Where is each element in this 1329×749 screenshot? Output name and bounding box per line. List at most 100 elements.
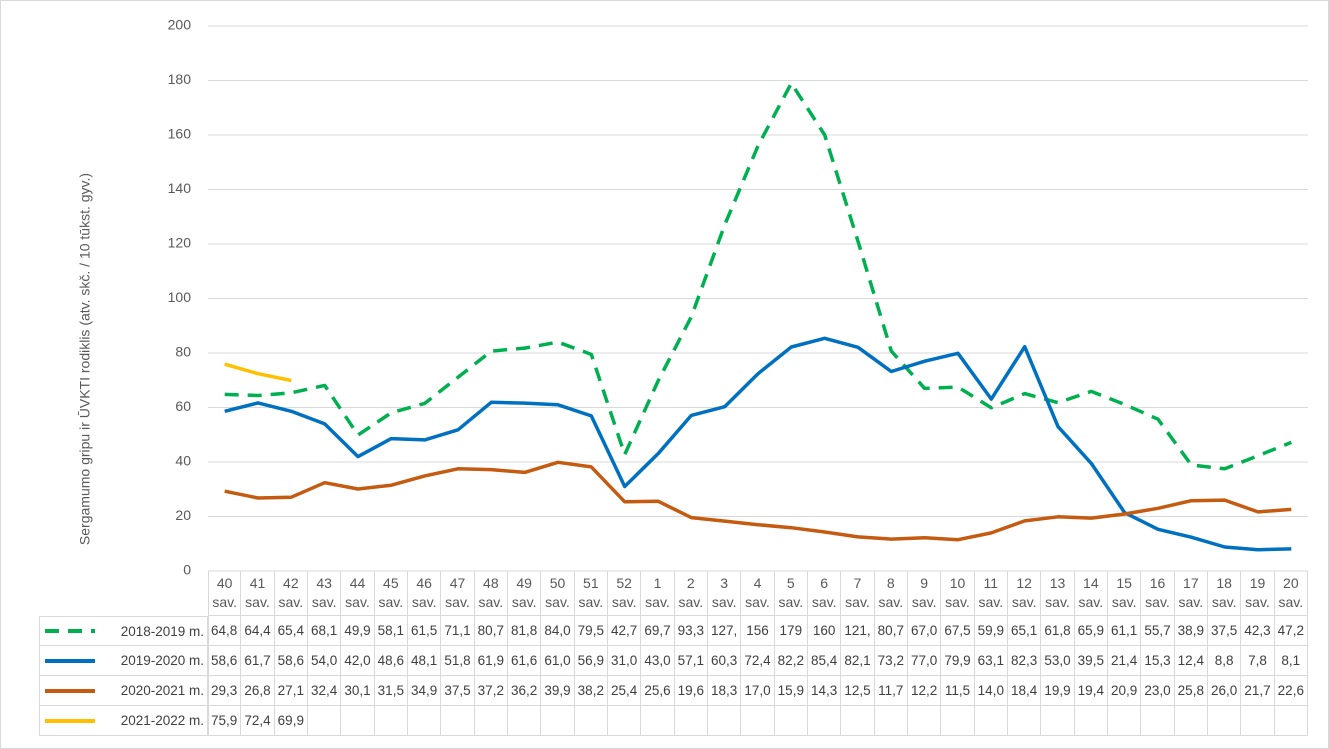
table-value: 39,5 <box>1074 646 1108 676</box>
table-value <box>341 706 375 736</box>
table-value: 80,7 <box>874 616 908 646</box>
table-value <box>441 706 475 736</box>
table-value <box>474 706 508 736</box>
table-value: 19,4 <box>1074 676 1108 706</box>
table-value <box>608 706 642 736</box>
x-tick-label: 5 sav. <box>774 571 808 616</box>
table-value <box>908 706 942 736</box>
table-value <box>1141 706 1175 736</box>
y-tick-label: 100 <box>168 289 192 305</box>
table-value <box>1241 706 1275 736</box>
table-value: 61,8 <box>1041 616 1075 646</box>
series-line <box>224 81 1292 471</box>
table-value: 127, <box>708 616 742 646</box>
table-value: 25,8 <box>1174 676 1208 706</box>
x-tick-label: 51 sav. <box>574 571 608 616</box>
table-value: 11,5 <box>941 676 975 706</box>
series-line <box>224 460 1292 542</box>
table-value: 80,7 <box>474 616 508 646</box>
table-value: 55,7 <box>1141 616 1175 646</box>
x-tick-label: 43 sav. <box>308 571 342 616</box>
table-value: 72,4 <box>241 706 275 736</box>
series-line <box>224 336 1292 552</box>
table-value: 19,9 <box>1041 676 1075 706</box>
table-value: 18,4 <box>1008 676 1042 706</box>
table-value <box>374 706 408 736</box>
x-tick-label: 11 sav. <box>974 571 1008 616</box>
x-tick-label: 49 sav. <box>508 571 542 616</box>
table-value: 42,7 <box>608 616 642 646</box>
table-value: 37,5 <box>1208 616 1242 646</box>
table-value <box>841 706 875 736</box>
y-tick-label: 180 <box>168 71 192 87</box>
y-tick-label: 40 <box>175 453 191 469</box>
table-value <box>1041 706 1075 736</box>
table-value <box>308 706 342 736</box>
legend-entry: 2018-2019 m. <box>39 616 208 646</box>
table-value: 12,5 <box>841 676 875 706</box>
legend-entry: 2020-2021 m. <box>39 676 208 706</box>
table-value: 51,8 <box>441 646 475 676</box>
table-value: 56,9 <box>574 646 608 676</box>
table-value: 27,1 <box>274 676 308 706</box>
table-value <box>774 706 808 736</box>
table-value: 12,4 <box>1174 646 1208 676</box>
table-value: 8,8 <box>1208 646 1242 676</box>
x-tick-label: 52 sav. <box>608 571 642 616</box>
table-value: 48,1 <box>408 646 442 676</box>
x-tick-label: 13 sav. <box>1041 571 1075 616</box>
y-tick-label: 120 <box>168 235 192 251</box>
table-value: 38,9 <box>1174 616 1208 646</box>
table-value <box>874 706 908 736</box>
table-value <box>641 706 675 736</box>
table-value: 43,0 <box>641 646 675 676</box>
table-value <box>1074 706 1108 736</box>
table-value <box>541 706 575 736</box>
table-value: 61,6 <box>508 646 542 676</box>
x-tick-label: 2 sav. <box>674 571 708 616</box>
y-tick-label: 60 <box>175 398 191 414</box>
table-value: 79,5 <box>574 616 608 646</box>
table-value: 29,3 <box>208 676 242 706</box>
table-value: 34,9 <box>408 676 442 706</box>
table-value: 18,3 <box>708 676 742 706</box>
table-value: 179 <box>774 616 808 646</box>
table-value: 77,0 <box>908 646 942 676</box>
table-value: 82,2 <box>774 646 808 676</box>
x-tick-label: 47 sav. <box>441 571 475 616</box>
table-value: 39,9 <box>541 676 575 706</box>
table-value <box>508 706 542 736</box>
table-value: 31,0 <box>608 646 642 676</box>
x-tick-label: 6 sav. <box>808 571 842 616</box>
x-tick-label: 18 sav. <box>1208 571 1242 616</box>
table-value: 14,0 <box>974 676 1008 706</box>
table-value: 37,5 <box>441 676 475 706</box>
table-value: 57,1 <box>674 646 708 676</box>
legend-entry: 2019-2020 m. <box>39 646 208 676</box>
table-value: 64,8 <box>208 616 242 646</box>
x-tick-label: 10 sav. <box>941 571 975 616</box>
table-value: 15,9 <box>774 676 808 706</box>
table-value: 36,2 <box>508 676 542 706</box>
table-value: 71,1 <box>441 616 475 646</box>
table-value: 42,0 <box>341 646 375 676</box>
table-value <box>1108 706 1142 736</box>
x-tick-label: 46 sav. <box>408 571 442 616</box>
table-value <box>941 706 975 736</box>
table-value: 61,9 <box>474 646 508 676</box>
table-value: 69,7 <box>641 616 675 646</box>
series-line <box>224 362 292 383</box>
table-value <box>741 706 775 736</box>
x-tick-label: 44 sav. <box>341 571 375 616</box>
x-tick-label: 12 sav. <box>1008 571 1042 616</box>
table-value: 37,2 <box>474 676 508 706</box>
table-value: 58,6 <box>208 646 242 676</box>
table-value: 31,5 <box>374 676 408 706</box>
x-tick-label: 16 sav. <box>1141 571 1175 616</box>
table-value: 17,0 <box>741 676 775 706</box>
table-value <box>708 706 742 736</box>
table-value: 93,3 <box>674 616 708 646</box>
table-value: 8,1 <box>1274 646 1308 676</box>
table-value: 75,9 <box>208 706 242 736</box>
